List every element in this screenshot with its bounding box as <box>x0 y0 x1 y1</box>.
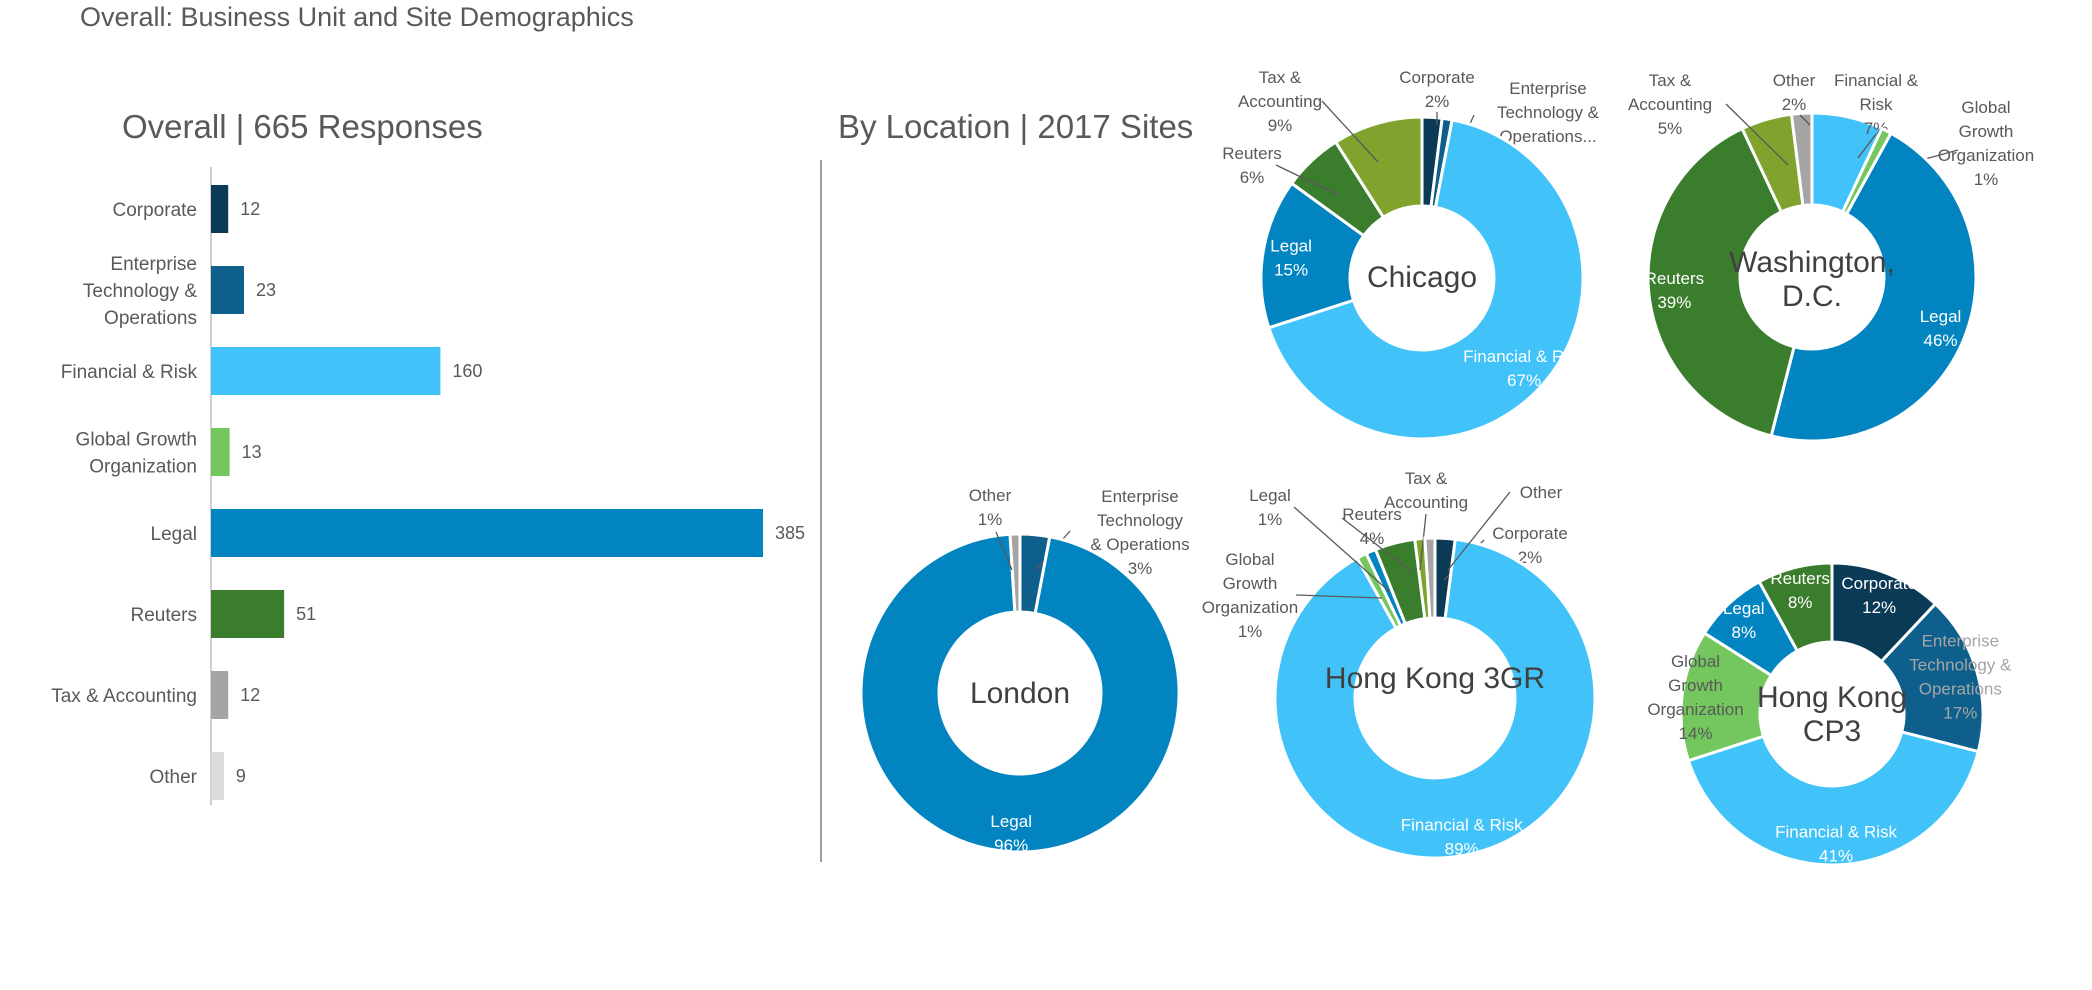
slice-label-london-enterprise-technology-and-operations: Enterprise Technology & Operations 3% <box>1090 487 1189 578</box>
slice-label-washington-d-c-legal: Legal 46% <box>1920 307 1962 350</box>
slice-label-hong-kong-3gr-financial-and-risk: Financial & Risk 89% <box>1401 815 1523 858</box>
bar-label-other: Other <box>149 767 197 788</box>
bar-value-legal: 385 <box>775 523 805 543</box>
slice-label-chicago-enterprise-technology-and-operations: Enterprise Technology & Operations... <box>1497 79 1600 146</box>
slice-label-hong-kong-cp3-global-growth-organization: Global Growth Organization 14% <box>1647 652 1743 743</box>
slice-label-chicago-corporate: Corporate 2% <box>1399 68 1475 111</box>
slice-label-chicago-legal: Legal 15% <box>1270 236 1312 279</box>
leader-line <box>995 531 1013 571</box>
donut-title-hong-kong-3gr: Hong Kong 3GR <box>1325 662 1545 695</box>
location-donut-charts: Corporate 2% Enterprise Technology & Operati… <box>859 68 2034 867</box>
leader-line <box>1321 100 1379 163</box>
slice-label-washington-d-c-reuters: Reuters 39% <box>1645 269 1705 312</box>
donut-hong-kong-cp3: Corporate 12% Enterprise Technology & Operat… <box>1647 561 2012 867</box>
bar-label-global-growth-organization: Global Growth Organization <box>76 430 197 478</box>
slice-washington-d-c-legal <box>1769 131 1978 443</box>
slice-hong-kong-cp3-enterprise-technology-and-operations <box>1879 601 1985 754</box>
slice-chicago-legal <box>1259 181 1366 330</box>
bar-value-global-growth-organization: 13 <box>242 442 262 462</box>
overall-bar-chart: 12 Corporate 23 Enterprise Technology & Opera… <box>51 167 805 805</box>
donut-title-london: London <box>970 677 1070 710</box>
slice-chicago-financial-and-risk <box>1266 118 1585 441</box>
leader-line <box>1419 513 1427 571</box>
bar-label-tax-and-accounting: Tax & Accounting <box>51 686 197 707</box>
bar-label-enterprise-technology-and-operations: Enterprise Technology & Operations <box>83 254 197 329</box>
slice-label-hong-kong-3gr-tax-and-accounting: Tax & Accounting <box>1384 469 1468 512</box>
slice-label-hong-kong-3gr-corporate: Corporate 2% <box>1492 524 1568 567</box>
bar-value-reuters: 51 <box>296 604 316 624</box>
bar-label-financial-and-risk: Financial & Risk <box>61 362 198 383</box>
slice-hong-kong-cp3-financial-and-risk <box>1686 730 1981 867</box>
donut-london: Enterprise Technology & Operations 3% Legal 9… <box>859 486 1190 855</box>
donut-title-chicago: Chicago <box>1367 261 1477 294</box>
bar-label-corporate: Corporate <box>113 200 198 221</box>
bar-value-other: 9 <box>236 766 246 786</box>
slice-label-hong-kong-3gr-reuters: Reuters 4% <box>1342 505 1402 548</box>
bar-label-reuters: Reuters <box>130 605 197 626</box>
slice-london-other <box>1008 532 1022 614</box>
leader-line <box>1725 103 1789 166</box>
bar-reuters <box>211 590 285 638</box>
donut-chicago: Corporate 2% Enterprise Technology & Operati… <box>1222 68 1600 441</box>
slice-label-chicago-tax-and-accounting: Tax & Accounting 9% <box>1238 68 1322 135</box>
slice-label-hong-kong-cp3-corporate: Corporate 12% <box>1841 574 1917 617</box>
slice-hong-kong-3gr-other <box>1423 536 1437 620</box>
donut-title-hong-kong-cp3: Hong Kong CP3 <box>1757 681 1907 748</box>
slice-london-legal <box>859 532 1181 854</box>
slice-label-washington-d-c-other: Other 2% <box>1773 71 1816 114</box>
bar-global-growth-organization <box>211 428 230 476</box>
slice-label-london-legal: Legal 96% <box>990 812 1032 855</box>
bar-legal <box>211 509 763 557</box>
slice-label-hong-kong-3gr-legal: Legal 1% <box>1249 486 1291 529</box>
bar-value-financial-and-risk: 160 <box>452 361 482 381</box>
bar-value-corporate: 12 <box>240 199 260 219</box>
slice-label-washington-d-c-tax-and-accounting: Tax & Accounting 5% <box>1628 71 1712 138</box>
leader-line <box>1799 114 1811 126</box>
slice-label-hong-kong-cp3-legal: Legal 8% <box>1723 599 1765 642</box>
slice-washington-d-c-reuters <box>1646 126 1796 438</box>
donut-washington-d-c: Financial & Risk 7%Global Growth Organizatio… <box>1628 71 2034 443</box>
leader-line <box>1293 506 1391 593</box>
donut-title-washington-d-c: Washington, D.C. <box>1729 246 1895 313</box>
slice-chicago-tax-and-accounting <box>1333 115 1424 220</box>
slice-label-hong-kong-3gr-other: Other <box>1520 483 1563 502</box>
slice-label-london-other: Other 1% <box>969 486 1012 529</box>
bar-enterprise-technology-and-operations <box>211 266 244 314</box>
bar-tax-and-accounting <box>211 671 229 719</box>
slice-hong-kong-cp3-reuters <box>1757 561 1834 653</box>
slice-label-hong-kong-3gr-global-growth-organization: Global Growth Organization 1% <box>1202 550 1298 641</box>
overall-chart-title: Overall | 665 Responses <box>122 108 483 145</box>
slice-label-chicago-reuters: Reuters 6% <box>1222 144 1282 187</box>
slice-label-hong-kong-cp3-reuters: Reuters 8% <box>1770 569 1830 612</box>
slice-label-hong-kong-cp3-enterprise-technology-and-operations: Enterprise Technology & Operations 17% <box>1909 632 2012 723</box>
bar-other <box>211 752 224 800</box>
leader-line <box>1341 517 1413 573</box>
leader-line <box>1275 164 1339 196</box>
donut-hong-kong-3gr: Corporate 2% Financial & Risk 89% Global Grow… <box>1202 469 1597 860</box>
bar-value-tax-and-accounting: 12 <box>240 685 260 705</box>
bar-label-legal: Legal <box>151 524 198 545</box>
slice-label-chicago-financial-and-risk: Financial & Risk 67% <box>1463 347 1585 390</box>
page-title: Overall: Business Unit and Site Demograp… <box>80 2 634 32</box>
slice-label-hong-kong-cp3-financial-and-risk: Financial & Risk 41% <box>1775 823 1897 866</box>
bar-corporate <box>211 185 229 233</box>
bar-financial-and-risk <box>211 347 441 395</box>
slice-washington-d-c-other <box>1789 111 1814 208</box>
leader-line <box>1295 594 1383 599</box>
by-location-title: By Location | 2017 Sites <box>838 108 1193 145</box>
leader-line <box>1857 133 1877 159</box>
bar-value-enterprise-technology-and-operations: 23 <box>256 280 276 300</box>
slice-label-washington-d-c-global-growth-organization: Global Growth Organization 1% <box>1938 98 2034 189</box>
slice-hong-kong-3gr-financial-and-risk <box>1273 537 1597 860</box>
leader-line <box>1447 491 1511 571</box>
